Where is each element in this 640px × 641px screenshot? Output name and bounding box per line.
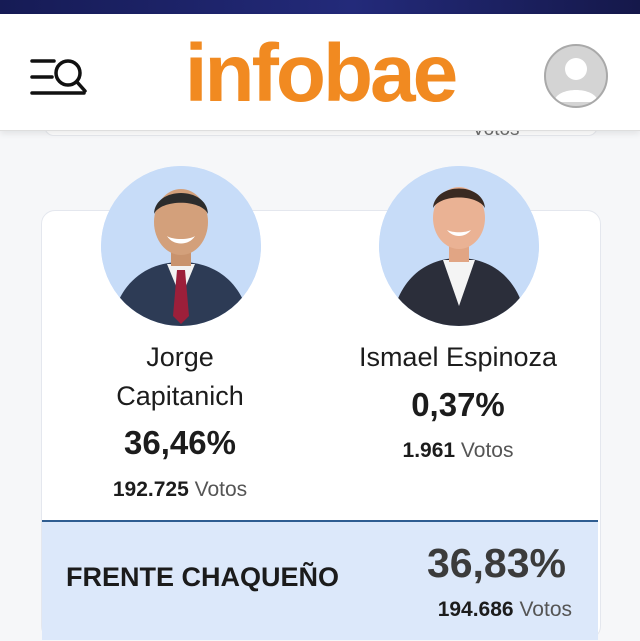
candidate-photo-capitanich	[101, 166, 261, 326]
candidate-full-name: Ismael Espinoza	[358, 342, 558, 372]
candidate-votes: 192.725 Votos	[60, 478, 300, 502]
party-total-box: FRENTE CHAQUEÑO 36,83% 194.686 Votos	[42, 520, 598, 640]
user-avatar-button[interactable]	[544, 44, 608, 108]
party-votes: 194.686 Votos	[438, 598, 572, 622]
votes-label: Votos	[194, 478, 248, 501]
votes-count: 192.725	[112, 478, 189, 501]
person-portrait-icon	[379, 166, 539, 326]
candidate-last-name: Capitanich	[116, 381, 244, 411]
votes-label: Votos	[460, 439, 514, 462]
infobae-logo[interactable]: infobae	[184, 28, 459, 119]
votes-label: Votos	[519, 598, 572, 621]
party-name: FRENTE CHAQUEÑO	[66, 562, 340, 592]
menu-search-button[interactable]	[30, 56, 90, 102]
menu-search-icon	[30, 59, 87, 95]
site-header: infobae	[0, 14, 640, 131]
candidate-percent: 0,37%	[411, 386, 505, 423]
votes-count: 194.686	[437, 598, 514, 621]
person-portrait-icon	[101, 166, 261, 326]
votes-count: 1.961	[402, 439, 456, 462]
candidate-percent: 36,46%	[124, 424, 236, 461]
party-percent: 36,83%	[426, 540, 566, 586]
candidate-votes: 1.961 Votos	[338, 439, 578, 463]
candidate-photo-espinoza	[379, 166, 539, 326]
top-brand-strip	[0, 0, 640, 14]
candidate-first-name: Jorge	[146, 342, 214, 372]
user-avatar-icon	[554, 58, 598, 102]
